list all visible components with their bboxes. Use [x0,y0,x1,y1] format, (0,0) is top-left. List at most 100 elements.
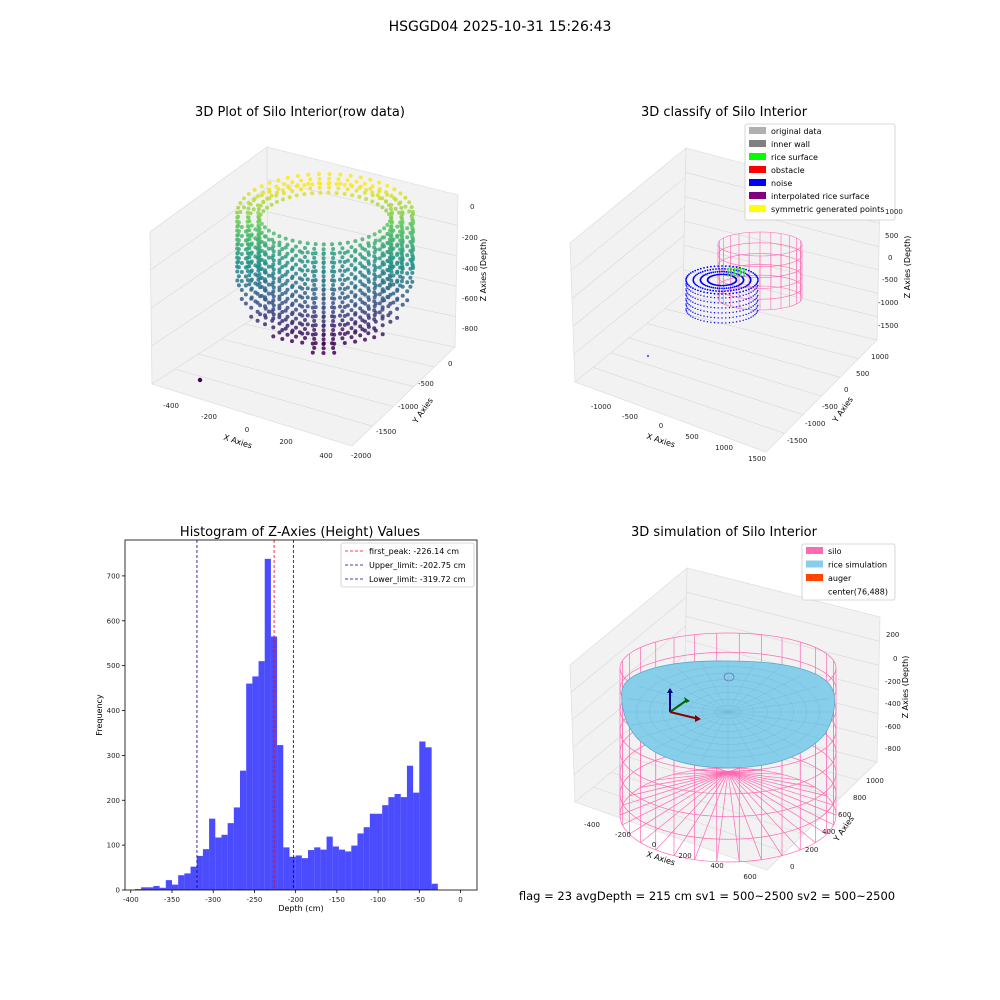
silo-wire-spoke [622,771,729,826]
panel1-point [405,244,410,249]
panel1-point [321,323,326,328]
histogram-x-tick-label: -50 [414,896,425,904]
panel1-point [294,244,298,249]
panel1-point [331,283,336,287]
panel2-noise-point [692,311,694,313]
panel1-point [321,256,326,261]
panel1-point [399,205,404,210]
panel2-noise-point [704,288,706,290]
panel1-point [245,210,250,215]
panel1-point [350,193,355,198]
panel1-point [303,255,307,259]
panel4-y-tick: 600 [838,811,851,819]
panel1-point [235,278,240,283]
panel2-noise-point [724,284,726,287]
panel1-point [238,210,243,214]
panel2-noise-point [687,292,689,294]
panel1-point [310,182,315,187]
panel2-noise-point [757,279,759,281]
panel1-point [338,313,342,318]
panel2-noise-point [739,291,741,293]
panel1-point [400,293,405,298]
panel2-rice-point [743,274,745,277]
panel1-point [400,210,405,215]
panel1-point [256,237,261,242]
panel1-point [283,281,288,286]
panel1-point [399,270,404,275]
panel1-point [321,278,326,283]
panel2-noise-point [756,301,758,303]
panel1-point [280,319,285,323]
gridline [592,367,785,434]
panel4-x-tick: -200 [615,831,631,839]
panel1-point [283,290,288,295]
panel1-point [258,303,263,308]
panel1-point [236,214,241,219]
silo-wire-spoke [716,771,729,862]
panel1-point [408,275,413,280]
panel2-rice-point [727,268,729,270]
panel2-noise-point [728,322,731,324]
panel1-point [297,294,302,299]
panel1-point [349,299,354,304]
panel2-noise-point [694,302,696,305]
panel2-noise-point [713,265,716,268]
panel4-auger-marker [667,688,701,722]
panel1-point [235,246,240,251]
panel1-point [283,254,288,259]
panel1-point [340,273,345,278]
histogram-x-tick-label: -150 [329,896,345,904]
silo-wire-spoke [727,771,783,775]
gridline [610,352,804,415]
panel1-point [259,184,264,189]
panel2-legend-frame [744,123,896,221]
panel2-noise-point [709,289,712,292]
panel1-point [410,227,415,232]
panel1-point [258,212,263,217]
panel2-noise-point [694,292,696,295]
panel1-point [267,180,272,185]
panel1-point [349,254,354,259]
panel1-point [382,235,387,240]
panel2-noise-point [692,291,694,293]
panel1-y-tick: -1000 [398,403,418,411]
panel2-noise-point [756,277,759,280]
panel1-point [345,187,350,192]
panel1-point [400,228,405,233]
histogram-bar [357,833,364,890]
panel2-noise-point [739,300,741,302]
panel2-noise-point [721,284,723,287]
panel1-point [372,259,377,264]
panel1-point [262,225,267,230]
panel1-point [377,292,382,297]
panel1-point [294,316,298,321]
panel2-noise-point [717,265,720,267]
panel1-point [317,185,322,190]
panel1-point [395,315,400,320]
panel2-noise-point [685,298,687,300]
panel1-point [366,261,371,266]
panel1-point [345,267,350,272]
panel1-point [261,209,266,214]
panel2-noise-point [719,273,722,276]
panel1-point [330,278,334,283]
panel2-noise-point [745,289,747,292]
panel2-rice-point [743,272,745,275]
panel1-point [330,251,334,256]
silo-wire-spoke [727,771,816,788]
panel1-point [377,238,382,243]
panel2-noise-point [750,311,752,313]
panel1-point [349,281,354,286]
panel2-noise-point [748,302,750,305]
panel4-z-label: Z Axies (Depth) [901,656,910,719]
histogram-bar [159,887,166,890]
panel1-point [382,226,387,231]
panel2-noise-point [722,284,725,287]
panel1-point [345,249,350,254]
panel2-noise-point [703,300,705,302]
gridline [664,308,859,359]
panel2-noise-point [685,303,687,305]
panel2-noise-point [757,299,759,302]
panel2-noise-point [757,294,759,297]
panel2-noise-point [694,312,696,315]
